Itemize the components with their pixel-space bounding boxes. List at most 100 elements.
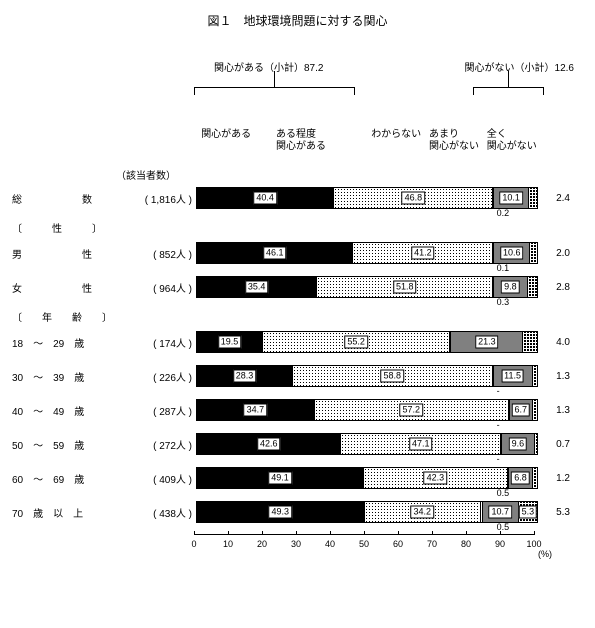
- data-row: 18 ～ 29 歳( 174人 )19.555.221.34.0: [12, 330, 583, 354]
- row-below-value: 0.3: [497, 297, 510, 307]
- section-header: 〔 性 〕: [12, 220, 583, 235]
- data-row: 70 歳 以 上( 438人 )49.334.210.75.35.30.5: [12, 500, 583, 524]
- axis-tick-label: 20: [257, 539, 267, 549]
- row-end-value: 2.8: [538, 282, 570, 293]
- segment-value: 19.5: [218, 336, 242, 349]
- bar-segment: 35.4: [197, 277, 317, 297]
- axis-tick-label: 70: [427, 539, 437, 549]
- axis-tick: [466, 531, 467, 535]
- bar-segment: 11.5: [494, 366, 533, 386]
- row-label: 女 性: [12, 280, 112, 295]
- bar-segment: 42.3: [364, 468, 508, 488]
- row-label: 30 ～ 39 歳: [12, 369, 112, 384]
- row-end-value: 5.3: [538, 507, 570, 518]
- axis-tick-label: 30: [291, 539, 301, 549]
- segment-value: 42.3: [424, 472, 448, 485]
- segment-value: 34.2: [410, 506, 434, 519]
- axis-tick: [330, 531, 331, 535]
- category-label: わからない: [371, 129, 421, 141]
- bar-segment: 49.1: [197, 468, 364, 488]
- row-end-value: 2.4: [538, 193, 570, 204]
- bar-segment: 46.8: [334, 188, 493, 208]
- chart-title: 図１ 地球環境問題に対する関心: [12, 12, 583, 29]
- data-row: 60 ～ 69 歳( 409人 )49.142.36.81.20.5: [12, 466, 583, 490]
- axis-tick: [398, 531, 399, 535]
- data-row: 総 数( 1,816人 )40.446.810.12.40.2: [12, 186, 583, 210]
- bar-segment: 46.1: [197, 243, 353, 263]
- segment-value: 5.3: [519, 506, 538, 519]
- segment-value: 28.3: [233, 370, 257, 383]
- segment-value: 49.3: [269, 506, 293, 519]
- bar-segment: [535, 434, 537, 454]
- segment-value: 57.2: [400, 404, 424, 417]
- row-count: ( 174人 ): [112, 335, 196, 350]
- data-row: 男 性( 852人 )46.141.210.62.00.1: [12, 241, 583, 265]
- segment-value: 34.7: [244, 404, 268, 417]
- bar-segment: 10.6: [494, 243, 530, 263]
- axis-tick-label: 0: [191, 539, 196, 549]
- segment-value: 21.3: [475, 336, 499, 349]
- data-row: 50 ～ 59 歳( 272人 )42.647.19.60.7-: [12, 432, 583, 456]
- segment-value: 35.4: [245, 281, 269, 294]
- bar-segment: 55.2: [263, 332, 450, 352]
- row-end-value: 1.3: [538, 371, 570, 382]
- category-labels: 関心があるある程度関心があるわからないあまり関心がない全く関心がない: [194, 129, 534, 163]
- row-count: ( 1,816人 ): [112, 191, 196, 206]
- bar-segment: 34.2: [365, 502, 481, 522]
- group-yes: 関心がある（小計）87.2: [214, 59, 323, 74]
- segment-value: 49.1: [268, 472, 292, 485]
- segment-value: 9.6: [509, 438, 528, 451]
- section-header: 〔 年 齢 〕: [12, 309, 583, 324]
- bar-segment: 21.3: [451, 332, 523, 352]
- row-end-value: 1.2: [538, 473, 570, 484]
- stacked-bar: 40.4 46.810.1: [196, 187, 538, 209]
- axis-tick-label: 50: [359, 539, 369, 549]
- bar-segment: 10.1: [494, 188, 528, 208]
- row-label: 総 数: [12, 191, 112, 206]
- row-label: 18 ～ 29 歳: [12, 335, 112, 350]
- axis-tick-label: 10: [223, 539, 233, 549]
- bar-segment: 40.4: [197, 188, 334, 208]
- axis-tick-label: 40: [325, 539, 335, 549]
- row-below-value: -: [497, 454, 500, 464]
- data-row: 40 ～ 49 歳( 287人 )34.757.26.71.3-: [12, 398, 583, 422]
- stacked-bar: 49.1 42.3 6.8: [196, 467, 538, 489]
- bar-segment: 49.3: [197, 502, 365, 522]
- axis-unit: (%): [538, 549, 552, 559]
- row-end-value: 2.0: [538, 248, 570, 259]
- bar-segment: [523, 332, 537, 352]
- row-below-value: 0.5: [497, 488, 510, 498]
- axis-tick-label: 100: [526, 539, 541, 549]
- bar-segment: [530, 243, 537, 263]
- axis-tick: [194, 531, 195, 535]
- bar-segment: 57.2: [315, 400, 509, 420]
- category-label: 関心がある: [201, 129, 251, 141]
- segment-value: 6.8: [511, 472, 530, 485]
- segment-value: 58.8: [381, 370, 405, 383]
- segment-value: 40.4: [253, 192, 277, 205]
- segment-value: 55.2: [344, 336, 368, 349]
- bar-segment: 6.7: [510, 400, 533, 420]
- stacked-bar: 28.3 58.8 11.5: [196, 365, 538, 387]
- row-end-value: 1.3: [538, 405, 570, 416]
- data-row: 女 性( 964人 )35.451.89.82.80.3: [12, 275, 583, 299]
- bar-segment: 5.3: [519, 502, 537, 522]
- bar-segment: 9.8: [494, 277, 527, 297]
- bar-segment: 51.8: [317, 277, 493, 297]
- axis-tick: [262, 531, 263, 535]
- category-label: 全く関心がない: [487, 129, 537, 153]
- segment-value: 11.5: [501, 370, 524, 383]
- row-label: 50 ～ 59 歳: [12, 437, 112, 452]
- axis-tick: [296, 531, 297, 535]
- row-label: 40 ～ 49 歳: [12, 403, 112, 418]
- axis-tick-label: 60: [393, 539, 403, 549]
- segment-value: 46.1: [263, 247, 287, 260]
- axis-tick: [432, 531, 433, 535]
- bar-segment: 28.3: [197, 366, 293, 386]
- segment-value: 42.6: [257, 438, 281, 451]
- count-header: （該当者数）: [116, 167, 583, 182]
- axis-tick: [228, 531, 229, 535]
- row-label: 男 性: [12, 246, 112, 261]
- stacked-bar: 42.647.19.6: [196, 433, 538, 455]
- row-below-value: 0.2: [497, 208, 510, 218]
